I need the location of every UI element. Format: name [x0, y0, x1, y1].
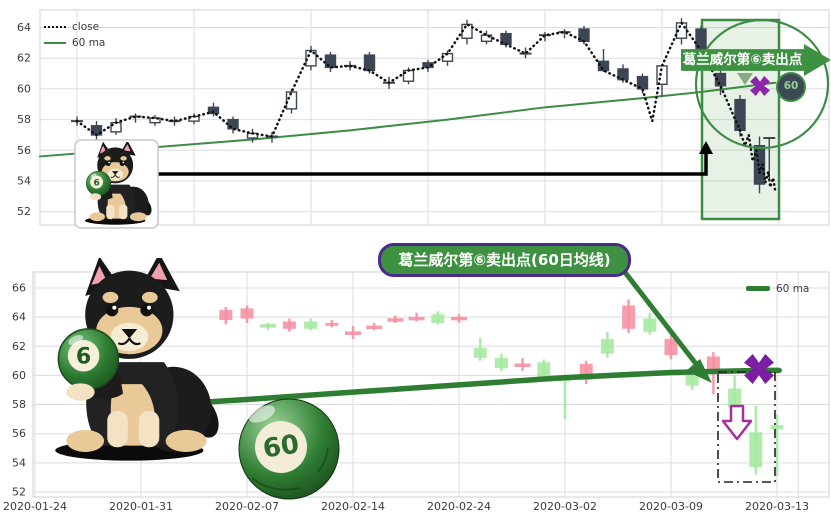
- candle: [285, 91, 298, 110]
- plot-border: [39, 9, 830, 226]
- candle: [734, 98, 746, 132]
- legend-item-60ma: 60 ma: [44, 35, 105, 50]
- ma-line-thick: [138, 367, 782, 409]
- candle: [622, 305, 636, 329]
- sell-point-pill-label: 葛兰威尔第⑥卖出点(60日均线): [378, 243, 631, 277]
- x-tick-label: 2020-03-13: [745, 500, 809, 513]
- close-dotted-line: [75, 21, 777, 192]
- y-tick-label: 56: [17, 144, 31, 157]
- candle: [664, 338, 678, 356]
- sell-point-banner: 葛兰威尔第⑥卖出点: [681, 44, 831, 76]
- drop-zone-box: [717, 371, 776, 483]
- trend-arrow: [614, 259, 703, 372]
- candle: [770, 424, 784, 430]
- candle: [325, 322, 339, 326]
- y-tick-label: 62: [12, 340, 26, 353]
- x-tick-label: 2020-03-02: [533, 500, 597, 513]
- bottom-chart-legend: 60 ma: [746, 281, 809, 296]
- highlight-circle: [694, 18, 830, 150]
- y-tick-label: 60: [12, 369, 26, 382]
- banner-pointer-icon: [737, 73, 753, 85]
- y-tick-label: 60: [17, 82, 31, 95]
- green-line-swatch: [44, 41, 66, 44]
- y-tick-label: 62: [17, 52, 31, 65]
- y-tick-label: 52: [17, 205, 31, 218]
- ma-line: [38, 81, 777, 158]
- ball-60-badge: 60: [776, 72, 806, 102]
- y-tick-label: 56: [12, 427, 26, 440]
- drop-arrow-icon: [721, 404, 753, 441]
- candle: [597, 60, 610, 72]
- x-tick-label: 2020-03-09: [639, 500, 703, 513]
- y-tick-label: 64: [12, 311, 26, 324]
- x-tick-label: 2020-01-24: [3, 500, 67, 513]
- candle: [706, 356, 720, 373]
- legend-item-close: close: [44, 19, 105, 34]
- y-tick-label: 64: [17, 21, 31, 34]
- candle: [207, 106, 220, 115]
- candle: [149, 117, 161, 124]
- legend-label: close: [72, 20, 100, 33]
- sell-x-marker-top: [750, 76, 770, 96]
- sell-x-marker-bottom: [744, 354, 774, 384]
- candle: [494, 357, 508, 369]
- candle: [600, 338, 614, 354]
- top-chart-legend: close 60 ma: [44, 19, 105, 50]
- candle: [473, 347, 487, 358]
- candle: [537, 362, 551, 377]
- sell-point-banner-label: 葛兰威尔第⑥卖出点: [682, 52, 803, 68]
- x-tick-label: 2020-02-24: [427, 500, 491, 513]
- candle: [728, 388, 742, 408]
- dotted-line-swatch: [44, 25, 66, 28]
- y-tick-label: 54: [17, 175, 31, 188]
- x-tick-label: 2020-02-07: [215, 500, 279, 513]
- candle: [227, 118, 239, 130]
- candle: [480, 34, 493, 43]
- candle: [431, 314, 445, 323]
- candle: [749, 432, 763, 468]
- candle: [240, 308, 254, 319]
- y-tick-label: 58: [12, 398, 26, 411]
- x-tick-label: 2020-02-14: [321, 500, 385, 513]
- callout-line: [158, 152, 708, 176]
- candle: [643, 318, 657, 332]
- y-tick-label: 52: [12, 485, 26, 498]
- candle: [219, 309, 233, 321]
- candle: [363, 54, 376, 72]
- y-tick-label: 58: [17, 113, 31, 126]
- legend-label: 60 ma: [72, 36, 106, 49]
- callout-arrowhead-icon: [699, 141, 713, 154]
- y-tick-label: 54: [12, 456, 26, 469]
- top-chart: 64 62 60 58 56 54 52: [17, 9, 830, 226]
- candle: [282, 321, 296, 329]
- trend-arrowhead-icon: [686, 359, 712, 383]
- legend-label: 60 ma: [776, 282, 810, 295]
- candle: [617, 68, 629, 81]
- y-tick-label: 66: [12, 282, 26, 295]
- thick-green-line-swatch: [746, 286, 770, 291]
- candle: [304, 321, 318, 329]
- annotation-markers: [717, 73, 776, 483]
- x-tick-label: 2020-01-31: [109, 500, 173, 513]
- candle: [714, 72, 727, 87]
- mascot-dog-large: [54, 258, 227, 462]
